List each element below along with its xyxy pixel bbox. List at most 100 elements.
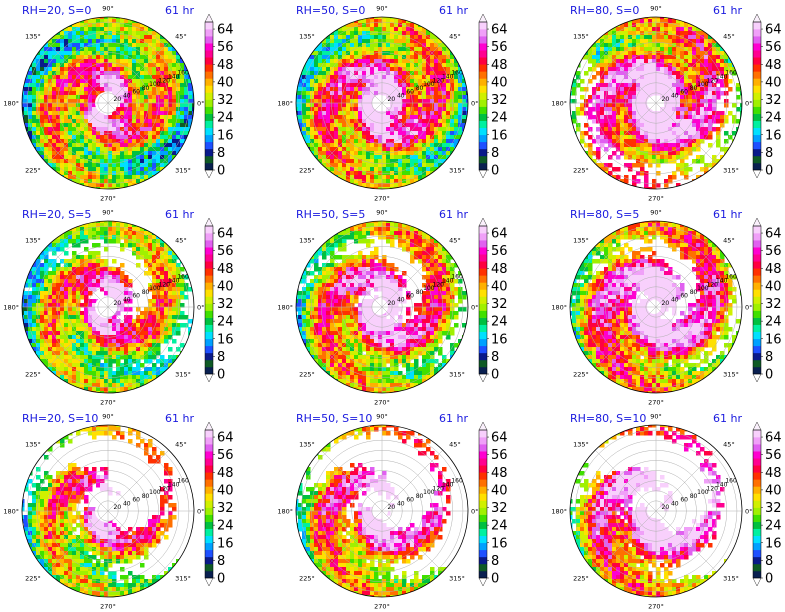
colorbar-tick-label: 24 [765,519,782,534]
radius-label: 100 [149,489,161,496]
colorbar-tick-label: 24 [491,519,508,534]
colorbar-tick-label: 8 [491,146,499,161]
polar-grid [570,425,742,597]
colorbar-tick-label: 0 [765,368,773,383]
polar-plot: 204060801001201401600°45°90°135°180°225°… [3,413,234,611]
radius-label: 80 [690,493,698,500]
colorbar-tick-label: 0 [491,368,499,383]
colorbar-tick-label: 48 [491,262,508,277]
colorbar-tick-label: 48 [765,58,782,73]
colorbar-tick-label: 48 [217,262,234,277]
colorbar-tick-label: 48 [765,262,782,277]
angle-label: 270° [648,399,664,407]
radius-label: 40 [671,500,679,507]
angle-label: 180° [551,100,567,108]
angle-label: 225° [299,575,315,583]
angle-label: 180° [551,508,567,516]
angle-label: 225° [299,167,315,175]
angle-label: 90° [102,209,114,217]
radius-label: 140 [168,277,180,284]
colorbar-tick-label: 56 [491,448,508,463]
angle-label: 135° [573,440,589,448]
colorbar-tick-label: 64 [765,431,782,446]
angle-label: 0° [745,304,752,312]
angle-label: 90° [102,5,114,13]
colorbar-tick-label: 32 [217,93,234,108]
panel-title: RH=50, S=0 [296,4,366,17]
angle-label: 0° [745,100,752,108]
panel-title: RH=80, S=10 [570,412,647,425]
angle-label: 270° [374,603,390,611]
colorbar-tick-label: 56 [765,40,782,55]
colorbar-tick-label: 0 [217,164,225,179]
radius-label: 40 [123,500,131,507]
angle-label: 225° [573,371,589,379]
colorbar-tick-label: 32 [491,297,508,312]
angle-label: 180° [277,508,293,516]
colorbar-tick-label: 0 [491,572,499,587]
colorbar-tick-label: 64 [217,23,234,38]
panel-time-label: 61 hr [713,208,742,221]
colorbar-tick-label: 64 [217,431,234,446]
polar-grid [22,221,194,393]
polar-grid [296,221,468,393]
angle-label: 315° [175,371,191,379]
colorbar-tick-label: 40 [491,75,508,90]
colorbar-tick-label: 48 [217,466,234,481]
angle-label: 0° [197,508,204,516]
angle-label: 0° [745,508,752,516]
angle-label: 180° [277,100,293,108]
panel-title: RH=80, S=5 [570,208,640,221]
angle-label: 135° [573,236,589,244]
radius-label: 120 [159,77,171,84]
colorbar-tick-label: 56 [217,40,234,55]
polar-panel: RH=80, S=0 61 hr 20 40 60 80 100 120 140 160 0° 45°… [548,0,785,204]
radius-label: 140 [442,277,454,284]
panel-time-label: 61 hr [713,412,742,425]
radius-label: 20 [662,504,670,511]
angle-label: 45° [175,440,187,448]
radius-label: 160 [451,70,463,77]
colorbar-tick-label: 0 [491,164,499,179]
radius-label: 140 [442,481,454,488]
polar-panel: RH=80, S=5 61 hr 20 40 60 80 100 120 140 160 0° 45°… [548,204,785,408]
radius-label: 100 [697,81,709,88]
angle-label: 0° [471,100,478,108]
angle-label: 180° [3,100,19,108]
radius-label: 140 [168,481,180,488]
radius-label: 60 [132,497,140,504]
colorbar-tick-label: 64 [217,227,234,242]
radius-label: 80 [142,85,150,92]
angle-label: 0° [471,508,478,516]
polar-panel: RH=50, S=0 61 hr 20 40 60 80 100 120 140 160 0° 45°… [274,0,536,204]
polar-grid [570,17,742,189]
angle-label: 90° [650,209,662,217]
radius-label: 100 [149,285,161,292]
polar-panel: RH=50, S=10 61 hr 20 40 60 80 100 120 140 160 0° 45… [274,408,536,612]
angle-label: 225° [25,167,41,175]
angle-label: 225° [25,371,41,379]
radius-label: 140 [716,277,728,284]
colorbar-tick-label: 8 [765,350,773,365]
radius-label: 160 [177,70,189,77]
radius-label: 60 [680,89,688,96]
angle-label: 270° [100,195,116,203]
polar-plot: 204060801001201401600°45°90°135°180°225°… [551,413,782,611]
colorbar-tick-label: 24 [217,111,234,126]
radius-label: 140 [716,73,728,80]
radius-label: 100 [423,285,435,292]
panel-time-label: 61 hr [165,412,194,425]
radius-label: 40 [671,296,679,303]
angle-label: 45° [175,236,187,244]
polar-plot: 204060801001201401600°45°90°135°180°225°… [277,5,508,203]
angle-label: 90° [102,413,114,421]
radius-label: 160 [725,478,737,485]
polar-plot: 204060801001201401600°45°90°135°180°225°… [277,413,508,611]
radius-label: 100 [697,285,709,292]
radius-label: 40 [123,296,131,303]
colorbar-tick-label: 48 [491,466,508,481]
radius-label: 20 [114,504,122,511]
angle-label: 270° [374,399,390,407]
colorbar-tick-label: 32 [217,501,234,516]
polar-plot: 204060801001201401600°45°90°135°180°225°… [3,209,234,407]
